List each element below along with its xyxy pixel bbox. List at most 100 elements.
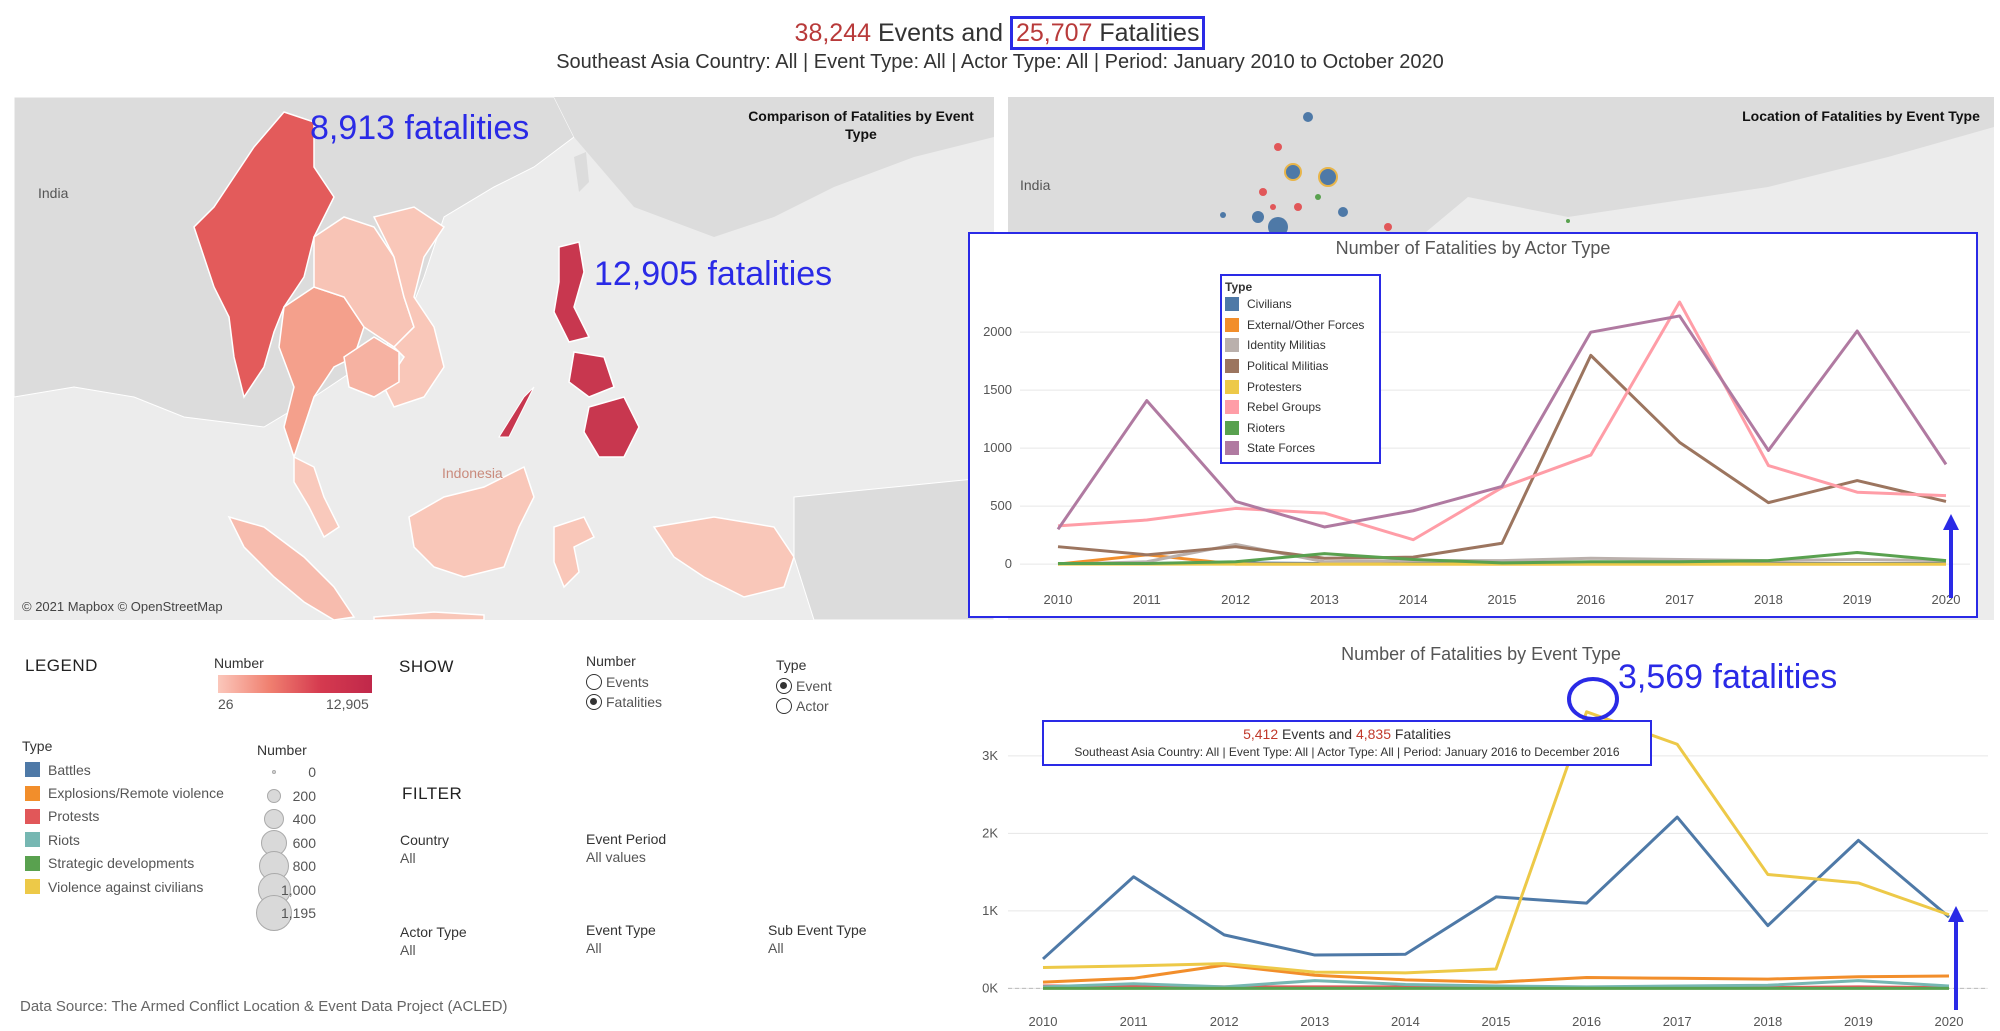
show-type-options: Event Actor [776,676,832,716]
size-legend-bubble [267,788,281,803]
actor-legend-item[interactable]: Identity Militias [1225,335,1376,356]
size-legend-bubble [256,895,292,931]
event-type-label: Riots [48,831,80,848]
filter-event-period[interactable]: Event Period All values [586,831,666,865]
filter-actor-type[interactable]: Actor Type All [400,924,467,958]
actor-legend-item[interactable]: Protesters [1225,376,1376,397]
actor-legend-label: Identity Militias [1247,338,1326,353]
event-type-swatch [25,832,40,848]
radio-event[interactable]: Event [776,676,832,696]
map2-dot [1252,211,1264,223]
filter-sub-event-type[interactable]: Sub Event Type All [768,922,867,956]
event-xtick-label: 2014 [1391,1014,1420,1029]
event-type-legend-item[interactable]: Riots [25,828,245,851]
map1-label-india: India [38,185,69,201]
filter-country-value[interactable]: All [400,850,416,866]
filter-event-type-value[interactable]: All [586,940,602,956]
fatalities-choropleth-map[interactable]: India Indonesia Comparison of Fatalities… [14,97,994,620]
map1-borneo [408,465,535,578]
actor-legend-label: Civilians [1247,297,1292,312]
map1-vietnam [372,206,446,408]
map1-land-china [554,97,994,237]
header-subtitle: Southeast Asia Country: All | Event Type… [556,51,1444,74]
actor-ytick-label: 1000 [983,440,1012,455]
event-type-legend-item[interactable]: Battles [25,758,245,781]
actor-legend-items: Civilians External/Other Forces Identity M… [1225,294,1376,459]
radio-actor-label: Actor [796,698,829,714]
actor-legend-label: Political Militias [1247,359,1329,374]
event-type-legend-item[interactable]: Violence against civilians [25,875,245,898]
actor-legend-item[interactable]: External/Other Forces [1225,315,1376,336]
filter-event-type[interactable]: Event Type All [586,922,656,956]
filter-country-label: Country [400,832,450,848]
type-legend-title: Type [22,738,53,754]
number-scale-label: Number [214,655,264,671]
event-type-swatch [25,808,40,824]
event-ytick-label: 0K [982,980,998,995]
size-legend-value: 800 [292,858,316,874]
size-legend-value: 1,000 [280,881,316,898]
event-type-label: Protests [48,808,100,825]
actor-legend-item[interactable]: State Forces [1225,438,1376,459]
actor-xtick-label: 2020 [1932,592,1961,607]
radio-event-label: Event [796,678,832,694]
event-type-swatch [25,785,40,801]
radio-actor-circle[interactable] [776,698,792,714]
event-xtick-label: 2020 [1935,1014,1964,1029]
event-type-legend-item[interactable]: Explosions/Remote violence [25,781,245,804]
event-series-explosions-remote-violence [1042,963,1950,984]
event-series-violence-against-civilians [1042,710,1950,975]
actor-legend-item[interactable]: Rebel Groups [1225,397,1376,418]
event-type-legend-item[interactable]: Protests [25,805,245,828]
map2-dot [1384,223,1392,231]
actor-xtick-label: 2019 [1843,592,1872,607]
number-scale-min: 26 [218,696,234,712]
header-fatalities-highlight: 25,707 Fatalities [1010,16,1206,50]
event-xtick-label: 2010 [1029,1014,1058,1029]
filter-heading: FILTER [402,784,463,803]
event-type-legend-item[interactable]: Strategic developments [25,852,245,875]
radio-events-circle[interactable] [586,674,602,690]
map1-label-indonesia: Indonesia [442,465,503,481]
event-xtick-label: 2012 [1210,1014,1239,1029]
actor-legend-item[interactable]: Rioters [1225,418,1376,439]
actor-xtick-label: 2010 [1044,592,1073,607]
filter-sub-event-type-label: Sub Event Type [768,922,867,938]
map2-dot [1270,204,1276,210]
filter-country[interactable]: Country All [400,832,449,866]
header-events-count: 38,244 [794,19,872,47]
event-type-chart[interactable]: Number of Fatalities by Event Type 0K 1K 2… [968,640,1994,1031]
filter-actor-type-value[interactable]: All [400,942,416,958]
map1-philippines-visayas [568,351,615,398]
radio-event-circle[interactable] [776,678,792,694]
event-xtick-label: 2013 [1300,1014,1329,1029]
tooltip-period: Southeast Asia Country: All | Event Type… [1074,745,1620,759]
actor-type-chart[interactable]: Number of Fatalities by Actor Type 0 500 1… [968,232,1978,618]
event-type-label: Violence against civilians [48,878,204,895]
actor-xtick-label: 2016 [1576,592,1605,607]
tooltip-fatalities-count: 4,835 [1355,726,1391,742]
actor-legend-swatch [1225,379,1239,394]
actor-legend-label: State Forces [1247,441,1316,456]
map1-philippines-mindanao [583,396,640,458]
radio-actor[interactable]: Actor [776,696,832,716]
radio-events[interactable]: Events [586,672,662,692]
actor-legend-swatch [1225,338,1239,353]
actor-ytick-label: 0 [1005,556,1012,571]
actor-legend-item[interactable]: Political Militias [1225,356,1376,377]
event-xtick-label: 2017 [1663,1014,1692,1029]
actor-ytick-label: 500 [990,498,1012,513]
show-type-label: Type [776,657,807,673]
event-type-label: Battles [48,761,91,778]
event-xtick-label: 2018 [1753,1014,1782,1029]
filter-event-period-value[interactable]: All values [586,849,646,865]
actor-legend-item[interactable]: Civilians [1225,294,1376,315]
size-legend: 0 200 400 600 800 1,000 1,195 [256,762,356,931]
radio-fatalities-circle[interactable] [586,694,602,710]
peak-highlight-circle [1567,677,1619,721]
radio-fatalities[interactable]: Fatalities [586,692,662,712]
actor-series-state-forces [1056,314,1948,531]
filter-sub-event-type-value[interactable]: All [768,940,784,956]
radio-events-label: Events [606,674,649,690]
show-number-options: Events Fatalities [586,672,662,712]
